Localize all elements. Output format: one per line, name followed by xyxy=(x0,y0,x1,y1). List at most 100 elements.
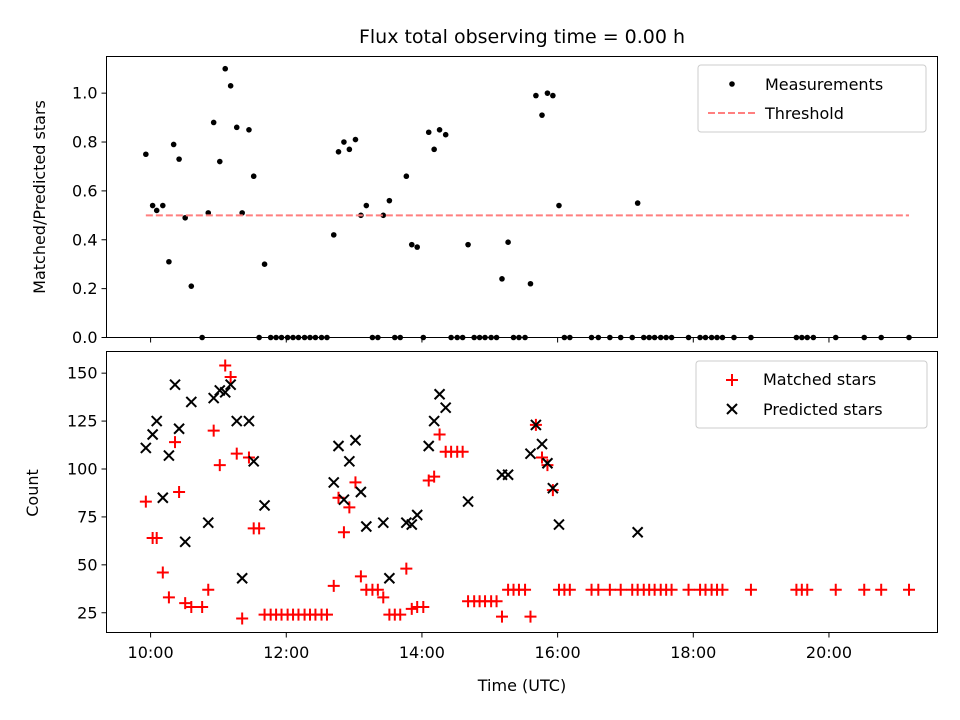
measurement-point xyxy=(227,83,234,89)
matched-star-point xyxy=(495,610,508,623)
matched-star-point xyxy=(603,583,616,596)
matched-star-point xyxy=(541,459,554,472)
matched-star-point xyxy=(230,447,243,460)
predicted-star-point xyxy=(530,419,542,431)
matched-star-point xyxy=(156,566,169,579)
predicted-star-point xyxy=(349,434,362,446)
predicted-star-point xyxy=(224,378,237,391)
y-tick-label: 150 xyxy=(67,364,98,383)
predicted-star-point xyxy=(524,447,537,460)
predicted-star-point xyxy=(377,516,389,529)
matched-star-point xyxy=(173,486,186,498)
x-tick-label: 16:00 xyxy=(535,643,581,662)
predicted-star-point xyxy=(236,572,248,584)
measurement-point xyxy=(188,283,195,289)
predicted-star-point xyxy=(328,476,340,489)
measurement-point xyxy=(363,202,370,209)
matched-star-point xyxy=(546,484,559,497)
matched-star-point xyxy=(592,583,605,596)
y-tick-label: 0.8 xyxy=(72,133,97,152)
measurement-point xyxy=(527,280,534,287)
x-tick-label: 14:00 xyxy=(399,643,445,662)
matched-star-point xyxy=(169,436,182,449)
predicted-star-point xyxy=(247,455,260,468)
legend-predicted-marker xyxy=(726,403,738,415)
x-tick-label: 12:00 xyxy=(263,643,309,662)
predicted-star-point xyxy=(631,526,644,538)
x-tick-label: 10:00 xyxy=(128,643,174,662)
predicted-star-point xyxy=(338,493,350,506)
matched-star-point xyxy=(371,583,384,596)
matched-star-point xyxy=(858,583,871,596)
measurement-point xyxy=(216,158,223,165)
matched-star-point xyxy=(829,583,842,596)
matched-star-point xyxy=(139,495,152,508)
measurement-point xyxy=(346,146,353,153)
matched-star-point xyxy=(219,359,232,372)
matched-star-point xyxy=(320,608,333,621)
y-tick-label: 0.6 xyxy=(72,181,97,200)
y-tick-label: 125 xyxy=(67,412,98,431)
measurement-point xyxy=(431,146,437,153)
panel-count-yaxis: 25 50 75 100 125 150 xyxy=(67,364,107,622)
measurement-point xyxy=(166,258,172,265)
y-tick-label: 1.0 xyxy=(72,84,97,103)
measurement-point xyxy=(442,131,449,138)
panel-count-ylabel: Count xyxy=(23,469,42,517)
measurement-point xyxy=(261,261,268,267)
matched-star-point xyxy=(490,595,503,608)
legend-bottom-box xyxy=(695,360,928,429)
measurement-point xyxy=(414,244,420,250)
measurement-point xyxy=(386,197,393,204)
legend-measurements-label: Measurements xyxy=(765,75,883,94)
measurement-point xyxy=(403,173,410,180)
predicted-star-point xyxy=(433,388,446,400)
matched-star-point xyxy=(801,583,814,596)
predicted-star-point xyxy=(553,518,565,531)
panel-ratio-yaxis: 0.0 0.2 0.4 0.6 0.8 1.0 xyxy=(72,84,107,347)
predicted-star-point xyxy=(332,440,345,452)
predicted-star-point xyxy=(502,469,514,481)
matched-star-point xyxy=(343,501,356,514)
measurement-point xyxy=(556,202,562,209)
predicted-star-point xyxy=(207,392,220,404)
matched-star-point xyxy=(433,428,446,441)
matched-star-point xyxy=(327,579,340,592)
predicted-star-point xyxy=(536,438,548,450)
predicted-star-point xyxy=(411,509,423,521)
legend-top-box xyxy=(697,64,927,133)
predicted-star-point xyxy=(173,423,185,435)
panel-ratio-frame xyxy=(106,56,938,338)
matched-star-point xyxy=(563,583,576,596)
matched-star-point xyxy=(185,601,198,614)
y-tick-label: 0.0 xyxy=(72,328,97,347)
y-tick-label: 75 xyxy=(77,507,97,526)
panel-ratio-xticks xyxy=(150,337,830,343)
measurement-point xyxy=(341,139,347,145)
matched-star-point xyxy=(349,476,362,489)
predicted-star-point xyxy=(163,449,175,462)
panel-count-frame xyxy=(106,351,938,633)
y-tick-label: 25 xyxy=(77,603,97,622)
legend-threshold-label: Threshold xyxy=(764,104,844,123)
predicted-star-point xyxy=(219,386,231,399)
measurement-point xyxy=(160,202,166,209)
measurement-point xyxy=(149,202,156,209)
matched-star-point xyxy=(417,601,430,614)
y-tick-label: 0.2 xyxy=(72,279,97,298)
measurement-point xyxy=(408,241,415,248)
predicted-star-point xyxy=(406,518,418,531)
predicted-star-point xyxy=(355,486,367,498)
measurement-point xyxy=(143,151,149,158)
chart-title: Flux total observing time = 0.00 h xyxy=(359,26,685,48)
panel-ratio-ylabel: Matched/Predicted stars xyxy=(30,100,49,294)
predicted-star-point xyxy=(547,482,559,494)
predicted-star-point xyxy=(383,572,396,584)
predicted-star-point xyxy=(146,428,159,441)
matched-star-point xyxy=(456,445,469,458)
predicted-star-point xyxy=(343,455,356,468)
matched-star-point xyxy=(682,583,695,596)
matched-star-point xyxy=(744,583,757,596)
measurement-point xyxy=(239,210,245,216)
measurement-point xyxy=(499,276,505,282)
